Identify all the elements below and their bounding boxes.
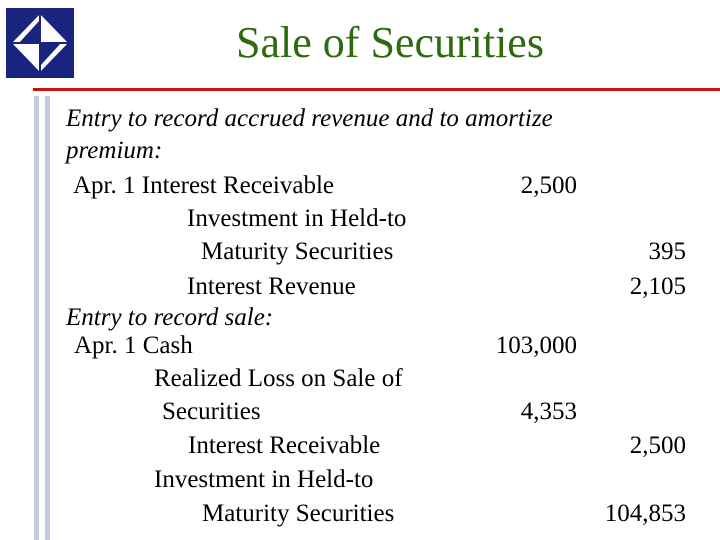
entry2-credit-amount: 2,500 (629, 432, 686, 459)
entry1-debit-account: Apr. 1 Interest Receivable (73, 172, 335, 199)
entry2-debit-amount-2: 4,353 (520, 398, 577, 425)
entry2-credit-account-2-cont: Maturity Securities (202, 500, 395, 527)
entry2-credit-account: Interest Receivable (188, 432, 381, 459)
entry1-credit-account-2: Interest Revenue (187, 273, 356, 300)
left-accent-bar (45, 96, 50, 540)
entry2-credit-amount-2: 104,853 (604, 500, 686, 527)
title-divider (33, 88, 720, 91)
entry1-debit-amount: 2,500 (520, 172, 577, 199)
entry1-credit-amount-2: 2,105 (629, 273, 686, 300)
diamond-book-logo-icon (6, 8, 74, 78)
entry1-credit-account-cont: Maturity Securities (201, 238, 394, 265)
entry1-caption-cont: premium: (66, 137, 163, 164)
entry2-caption: Entry to record sale: (66, 304, 274, 331)
entry2-debit-account-2-cont: Securities (162, 398, 261, 425)
entry2-debit-account-2: Realized Loss on Sale of (154, 365, 403, 392)
entry2-debit-account: Apr. 1 Cash (74, 332, 193, 359)
left-accent-bar (34, 96, 39, 540)
page-title: Sale of Securities (236, 18, 544, 67)
entry1-credit-amount: 395 (648, 238, 687, 265)
entry1-credit-account: Investment in Held-to (187, 205, 407, 232)
entry2-debit-amount: 103,000 (495, 332, 577, 359)
entry2-credit-account-2: Investment in Held-to (154, 466, 374, 493)
entry1-caption: Entry to record accrued revenue and to a… (66, 105, 553, 132)
